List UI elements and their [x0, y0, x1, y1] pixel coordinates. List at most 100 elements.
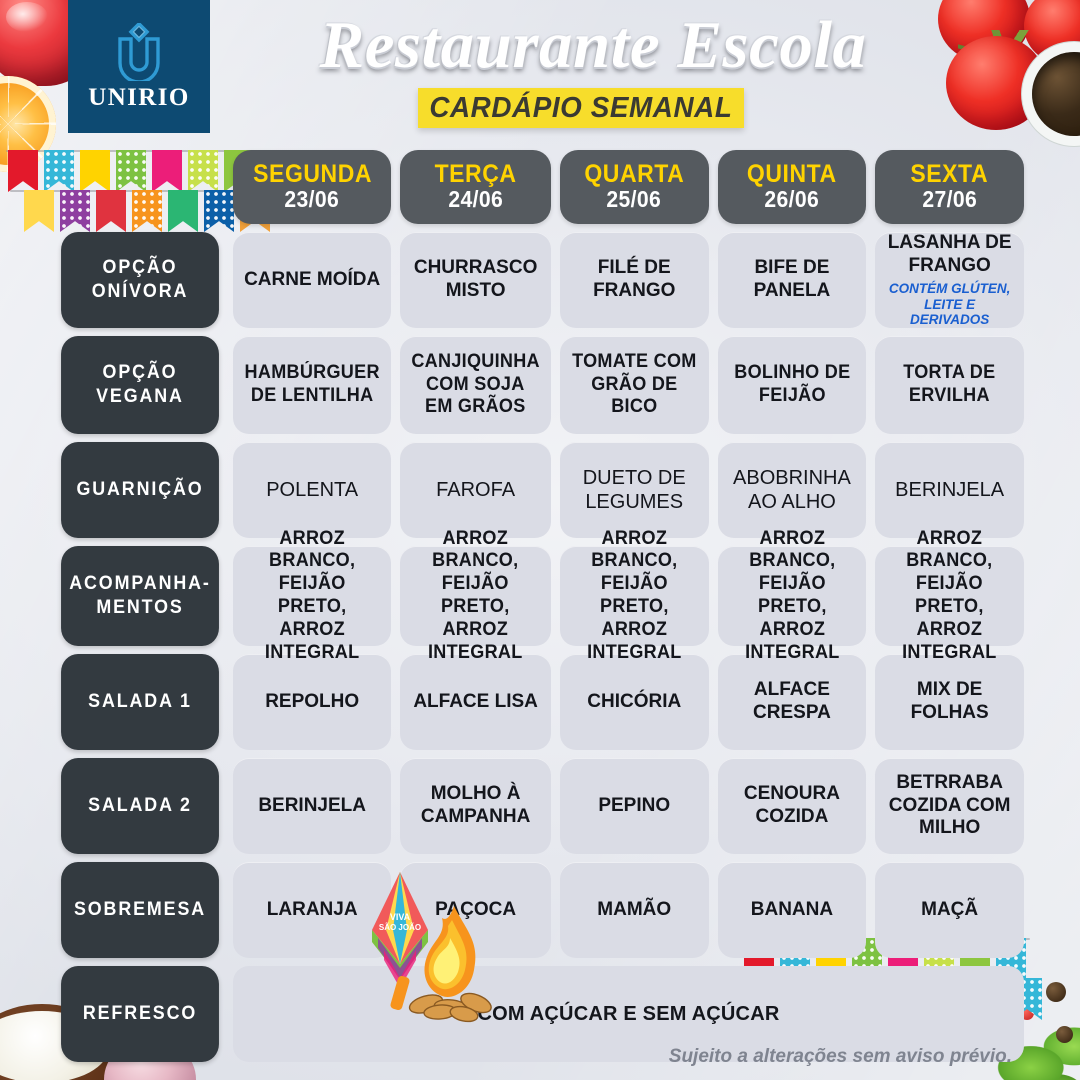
menu-cell: FILÉ DE FRANGO [559, 232, 709, 328]
bunting-flag-icon [24, 190, 54, 232]
menu-item-text: REPOLHO [265, 690, 360, 712]
menu-item-text: MOLHO À CAMPANHA [420, 783, 531, 827]
orange-slice-segments [0, 76, 56, 172]
unirio-logo: UNIRIO [68, 0, 210, 133]
menu-cell: BIFE DE PANELA [717, 232, 867, 328]
menu-item-text: BIFE DE PANELA [753, 257, 831, 301]
menu-cell: BETRRABA COZIDA COM MILHO [875, 758, 1024, 854]
menu-item-text: ALFACE CRESPA [753, 679, 831, 723]
menu-item-text: FAROFA [436, 479, 516, 501]
menu-cell: ARROZ BRANCO, FEIJÃO PRETO, ARROZ INTEGR… [717, 528, 867, 663]
row-label-4: ACOMPANHA-MENTOS [61, 546, 219, 646]
day-header-5[interactable]: SEXTA 27/06 [875, 150, 1024, 224]
menu-cell: MIX DE FOLHAS [875, 654, 1024, 750]
menu-item-text: ARROZ BRANCO, FEIJÃO PRETO, ARROZ INTEGR… [744, 527, 840, 663]
menu-cell: ARROZ BRANCO, FEIJÃO PRETO, ARROZ INTEGR… [400, 528, 551, 663]
menu-item-text: ARROZ BRANCO, FEIJÃO PRETO, ARROZ INTEGR… [902, 527, 997, 663]
menu-item-text: POLENTA [266, 479, 359, 501]
day-date: 24/06 [448, 186, 503, 213]
row-label-5: SALADA 1 [61, 654, 219, 750]
orange-slice-image [0, 76, 56, 172]
row-label-7: SOBREMESA [61, 862, 219, 958]
day-name: SEGUNDA [252, 160, 372, 189]
day-header-4[interactable]: QUINTA 26/06 [717, 150, 867, 224]
menu-cell: MOLHO À CAMPANHA [400, 758, 551, 854]
subtitle-banner: CARDÁPIO SEMANAL [418, 88, 744, 128]
drink-row-text: COM AÇÚCAR E SEM AÇÚCAR [477, 1002, 780, 1025]
menu-cell: CANJIQUINHA COM SOJA EM GRÃOS [400, 336, 551, 434]
menu-item-text: PAÇOCA [435, 898, 517, 920]
row-label-1: OPÇÃO ONÍVORA [61, 232, 219, 328]
day-header-3[interactable]: QUARTA 25/06 [559, 150, 709, 224]
menu-cell: BANANA [717, 862, 867, 958]
tomato-image [1024, 0, 1080, 64]
menu-item-text: ALFACE LISA [413, 690, 538, 712]
menu-cell: TOMATE COM GRÃO DE BICO [559, 336, 709, 434]
menu-item-text: ARROZ BRANCO, FEIJÃO PRETO, ARROZ INTEGR… [428, 527, 523, 663]
day-name: TERÇA [434, 160, 517, 189]
menu-cell: ALFACE LISA [400, 654, 551, 750]
menu-item-text: CENOURA COZIDA [743, 783, 840, 827]
apple-highlight [6, 2, 48, 32]
menu-item-text: BETRRABA COZIDA COM MILHO [888, 771, 1011, 839]
menu-cell: PAÇOCA [400, 862, 551, 958]
menu-item-text: DUETO DE LEGUMES [582, 467, 686, 513]
menu-cell: BOLINHO DE FEIJÃO [717, 336, 867, 434]
menu-item-text: PEPINO [598, 794, 671, 816]
menu-cell: CHURRASCO MISTO [400, 232, 551, 328]
menu-item-text: CANJIQUINHA COM SOJA EM GRÃOS [411, 350, 541, 418]
menu-item-text: BANANA [750, 898, 834, 920]
menu-item-text: ARROZ BRANCO, FEIJÃO PRETO, ARROZ INTEGR… [586, 527, 682, 663]
unirio-u-mark-icon [118, 23, 160, 81]
menu-cell: MAÇÃ [875, 862, 1024, 958]
menu-cell: ABOBRINHA AO ALHO [717, 442, 867, 538]
menu-cell: ARROZ BRANCO, FEIJÃO PRETO, ARROZ INTEGR… [559, 528, 709, 663]
allergen-note: CONTÉM GLÚTEN, LEITE E DERIVADOS [888, 281, 1011, 328]
menu-cell: DUETO DE LEGUMES [559, 442, 709, 538]
subtitle-text: CARDÁPIO SEMANAL [429, 91, 733, 124]
menu-item-text: LASANHA DE FRANGO [887, 232, 1012, 277]
menu-cell: ALFACE CRESPA [717, 654, 867, 750]
menu-cell: LARANJA [233, 862, 392, 958]
menu-item-text: BOLINHO DE FEIJÃO [733, 362, 851, 406]
drink-row-cell: COM AÇÚCAR E SEM AÇÚCAR [233, 966, 1024, 1062]
day-date: 25/06 [606, 186, 662, 213]
page-title: Restaurante Escola [319, 7, 867, 82]
menu-item-text: MAMÃO [597, 898, 672, 920]
day-name: QUINTA [747, 160, 837, 189]
menu-item-text: TORTA DE ERVILHA [903, 362, 996, 406]
menu-item-text: CARNE MOÍDA [244, 268, 381, 290]
menu-cell: CENOURA COZIDA [717, 758, 867, 854]
row-label-3: GUARNIÇÃO [61, 442, 219, 538]
menu-item-text: CHURRASCO MISTO [413, 257, 538, 301]
day-header-2[interactable]: TERÇA 24/06 [400, 150, 551, 224]
menu-cell: FAROFA [400, 442, 551, 538]
day-name: QUARTA [584, 160, 685, 189]
menu-cell: LASANHA DE FRANGO CONTÉM GLÚTEN, LEITE E … [875, 232, 1024, 328]
menu-item-text: CHICÓRIA [587, 690, 682, 712]
disclaimer-note: Sujeito a alterações sem aviso prévio. [668, 1046, 1012, 1067]
row-label-2: OPÇÃO VEGANA [61, 336, 219, 434]
menu-cell: HAMBÚRGUER DE LENTILHA [233, 336, 392, 434]
menu-item-text: ABOBRINHA AO ALHO [733, 467, 851, 513]
menu-item-text: BERINJELA [258, 794, 366, 816]
menu-item-text: MAÇÃ [921, 898, 979, 920]
day-date: 26/06 [764, 186, 820, 213]
day-date: 23/06 [284, 186, 340, 213]
menu-cell: CHICÓRIA [559, 654, 709, 750]
menu-item-text: MIX DE FOLHAS [910, 679, 989, 723]
tomato-vine [958, 30, 1054, 86]
row-label-refresco: REFRESCO [61, 966, 219, 1062]
menu-item-text: TOMATE COM GRÃO DE BICO [571, 350, 697, 418]
menu-item-text: FILÉ DE FRANGO [593, 257, 676, 301]
menu-cell: POLENTA [233, 442, 392, 538]
peppercorn-icon [1046, 982, 1066, 1002]
grid-corner-spacer [56, 150, 224, 224]
day-name: SEXTA [910, 160, 989, 189]
menu-item-text: BERINJELA [895, 479, 1005, 501]
menu-cell: ARROZ BRANCO, FEIJÃO PRETO, ARROZ INTEGR… [233, 528, 392, 663]
menu-cell: PEPINO [559, 758, 709, 854]
unirio-logo-text: UNIRIO [88, 84, 190, 111]
day-header-1[interactable]: SEGUNDA 23/06 [233, 150, 392, 224]
